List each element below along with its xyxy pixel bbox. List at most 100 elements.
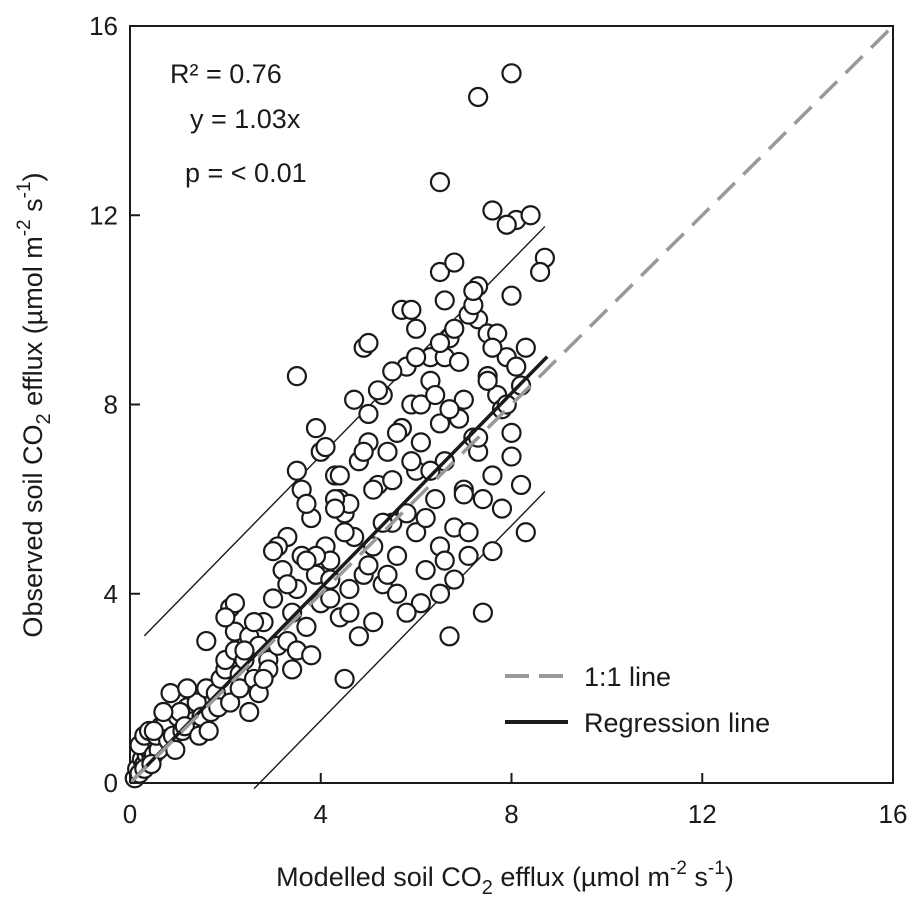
data-point (444, 318, 465, 339)
data-point (501, 63, 522, 84)
data-point (515, 522, 536, 543)
prediction-band-lower-line (253, 491, 546, 790)
regression-line (128, 355, 549, 785)
x-tick-label: 8 (504, 799, 518, 829)
y-axis-ticks: 0 4 8 12 16 (89, 11, 140, 798)
data-point (363, 479, 384, 500)
data-point (220, 692, 241, 713)
data-point (382, 470, 403, 491)
data-point (477, 370, 498, 391)
data-point (296, 550, 317, 571)
data-point (406, 522, 427, 543)
data-point (363, 536, 384, 557)
data-point (410, 432, 431, 453)
data-point (396, 503, 417, 524)
equation-annotation: y = 1.03x (190, 104, 301, 134)
data-point (382, 361, 403, 382)
data-point (482, 541, 503, 562)
data-points-group (124, 63, 555, 789)
data-point (410, 593, 431, 614)
data-point (396, 602, 417, 623)
data-point (458, 545, 479, 567)
data-point (401, 451, 422, 472)
data-point (262, 588, 284, 609)
data-point (453, 389, 474, 410)
data-point (367, 380, 389, 401)
data-point (358, 403, 379, 425)
data-point (482, 465, 503, 486)
y-tick-label: 4 (104, 579, 118, 609)
data-point (386, 545, 408, 567)
data-point (482, 200, 503, 221)
data-point (198, 720, 219, 742)
data-point (448, 351, 470, 373)
data-point (286, 460, 308, 481)
p-value-annotation: p = < 0.01 (185, 158, 307, 188)
data-point (444, 252, 465, 273)
legend-label-one-to-one: 1:1 line (584, 662, 671, 692)
data-point (377, 564, 398, 585)
data-point (320, 588, 341, 609)
data-point (239, 701, 260, 723)
legend-label-regression: Regression line (584, 708, 770, 738)
data-point (165, 739, 186, 760)
data-point (458, 522, 479, 543)
data-point (234, 640, 255, 661)
data-point (444, 569, 465, 590)
data-point (496, 394, 517, 415)
data-point (439, 626, 460, 647)
data-point (425, 384, 446, 406)
data-point (429, 332, 451, 354)
data-point (160, 683, 181, 704)
data-point (429, 413, 451, 434)
data-point (434, 550, 455, 571)
y-tick-label: 8 (104, 390, 118, 420)
data-point (482, 337, 503, 358)
data-point (506, 356, 527, 377)
data-point (339, 602, 360, 623)
data-point (472, 489, 493, 510)
data-point (425, 489, 446, 510)
data-point (253, 668, 274, 690)
data-point (415, 559, 436, 581)
data-point (406, 318, 427, 339)
data-point (224, 593, 246, 614)
data-point (491, 498, 513, 519)
data-point (501, 422, 522, 443)
data-point (401, 299, 422, 320)
data-point (329, 465, 350, 486)
data-point (410, 394, 431, 415)
data-point (177, 678, 198, 699)
data-point (358, 332, 379, 354)
data-point (510, 474, 532, 496)
data-point (472, 602, 493, 623)
data-point (363, 612, 384, 633)
data-point (339, 578, 360, 600)
x-tick-label: 16 (879, 799, 908, 829)
y-tick-label: 16 (89, 11, 118, 41)
legend: 1:1 line Regression line (505, 662, 770, 738)
x-tick-label: 0 (123, 799, 137, 829)
x-axis-title: Modelled soil CO2 efflux (µmol m-2 s-1) (276, 858, 734, 899)
data-point (305, 418, 327, 439)
data-point (262, 541, 284, 562)
r-squared-annotation: R² = 0.76 (170, 59, 282, 89)
data-point (348, 626, 369, 647)
data-point (453, 484, 474, 505)
data-point (386, 422, 408, 443)
data-point (406, 347, 427, 368)
data-point (520, 205, 541, 226)
data-point (334, 522, 355, 543)
data-point (377, 441, 398, 462)
data-point (463, 280, 484, 302)
data-point (439, 399, 460, 420)
data-point (415, 507, 436, 529)
data-point (334, 668, 355, 690)
data-point (420, 460, 441, 481)
data-point (429, 583, 451, 604)
data-point (353, 441, 374, 462)
data-point (358, 555, 379, 576)
data-point (386, 583, 408, 604)
x-tick-label: 4 (314, 799, 328, 829)
